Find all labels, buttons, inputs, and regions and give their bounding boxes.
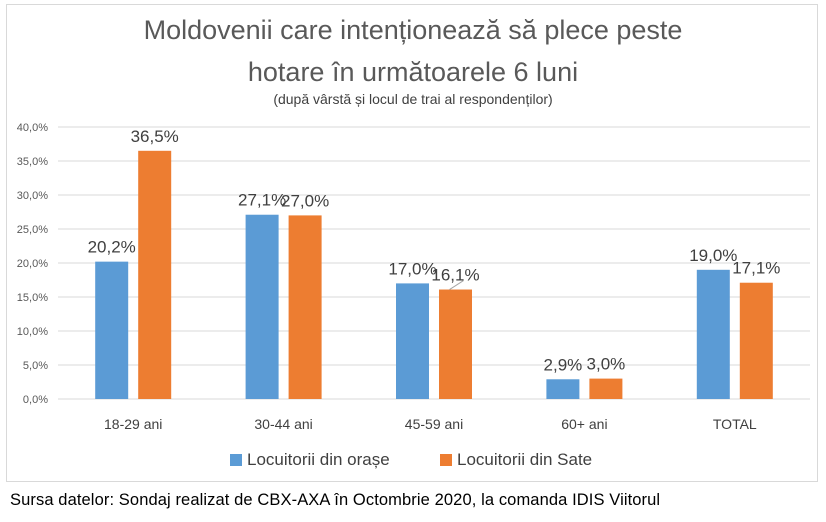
bar (95, 261, 129, 399)
bar (546, 379, 580, 399)
x-tick-label: 60+ ani (561, 416, 607, 432)
data-label: 17,0% (388, 259, 436, 278)
chart-title-line-2: hotare în următoarele 6 luni (247, 57, 579, 87)
bar (739, 282, 773, 399)
bar-chart: 0,0% 5,0% 10,0% 15,0% 20,0% 25,0% 30,0% 35,0% 40… (17, 122, 810, 469)
data-label: 20,2% (88, 238, 136, 257)
chart-title-line-1: Moldovenii care intenționează să plece p… (143, 15, 683, 45)
y-tick-label: 35,0% (17, 156, 48, 168)
bar (396, 283, 429, 399)
leader-line (449, 280, 464, 290)
bar (245, 214, 279, 399)
source-note: Sursa datelor: Sondaj realizat de CBX-AX… (10, 491, 661, 509)
bar (138, 150, 172, 399)
x-tick-label: 45-59 ani (405, 416, 463, 432)
y-tick-label: 25,0% (17, 224, 48, 236)
data-label: 3,0% (587, 355, 626, 374)
data-label: 2,9% (544, 355, 583, 374)
legend-swatch (440, 454, 452, 466)
y-tick-label: 40,0% (17, 122, 48, 134)
data-label: 27,1% (238, 191, 286, 210)
data-label: 17,1% (732, 259, 780, 278)
y-tick-label: 20,0% (17, 258, 48, 270)
y-tick-label: 15,0% (17, 292, 48, 304)
x-tick-label: TOTAL (713, 416, 757, 432)
chart-subtitle: (după vârstă și locul de trai al respond… (273, 91, 553, 107)
data-label: 36,5% (131, 127, 179, 146)
legend-label: Locuitorii din orașe (247, 450, 390, 469)
data-label: 27,0% (281, 191, 329, 210)
bar (439, 289, 472, 399)
y-tick-label: 0,0% (23, 394, 48, 406)
legend-swatch (230, 454, 242, 466)
bar (696, 269, 730, 399)
data-label: 19,0% (689, 246, 737, 265)
y-tick-label: 10,0% (17, 326, 48, 338)
y-tick-label: 5,0% (23, 360, 48, 372)
y-tick-label: 30,0% (17, 190, 48, 202)
bar (589, 378, 623, 399)
legend-label: Locuitorii din Sate (457, 450, 592, 469)
bar (288, 215, 322, 399)
x-tick-label: 18-29 ani (104, 416, 162, 432)
x-tick-label: 30-44 ani (254, 416, 312, 432)
data-label: 16,1% (431, 266, 479, 285)
